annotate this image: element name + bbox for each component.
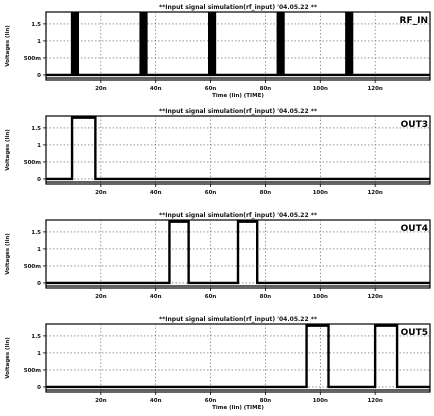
x-tick-label: 100n	[313, 86, 328, 92]
y-tick-label: 0	[37, 281, 41, 287]
y-tick-label: 1	[37, 247, 41, 253]
x-tick-label: 60n	[205, 294, 217, 300]
y-axis-label: Voltages (lin)	[5, 337, 11, 379]
y-tick-label: 1.5	[31, 126, 41, 132]
x-axis-label: Time (lin) (TIME)	[212, 405, 264, 411]
series-line-out5	[46, 324, 430, 389]
x-tick-label: 20n	[95, 86, 107, 92]
chart-title: **Input signal simulation(rf_input) '04.…	[159, 316, 318, 323]
y-tick-label: 0	[37, 177, 41, 183]
series-label: OUT5	[401, 328, 428, 338]
y-tick-label: 500m	[24, 368, 41, 374]
y-tick-label: 1	[37, 351, 41, 357]
series-label: OUT4	[401, 224, 428, 234]
x-tick-label: 20n	[95, 190, 107, 196]
x-tick-label: 40n	[150, 190, 162, 196]
x-tick-label: 80n	[260, 86, 272, 92]
x-tick-label: 100n	[313, 190, 328, 196]
x-tick-label: 40n	[150, 86, 162, 92]
series-label: RF_IN	[400, 16, 428, 26]
x-tick-label: 20n	[95, 398, 107, 404]
chart-panel-2: OUT3 **Input signal simulation(rf_input) …	[5, 108, 431, 196]
y-tick-label: 0	[37, 73, 41, 79]
x-tick-label: 40n	[150, 398, 162, 404]
x-tick-label: 60n	[205, 86, 217, 92]
chart-panel-1: RF_IN **Input signal simulation(rf_input)…	[5, 4, 431, 99]
chart-title: **Input signal simulation(rf_input) '04.…	[159, 212, 318, 219]
series-label: OUT3	[401, 120, 428, 130]
x-tick-label: 80n	[260, 398, 272, 404]
y-tick-label: 1	[37, 143, 41, 149]
plot-frame	[45, 115, 431, 185]
y-tick-label: 1.5	[31, 22, 41, 28]
x-tick-label: 120n	[367, 398, 382, 404]
y-tick-label: 500m	[24, 264, 41, 270]
y-tick-label: 500m	[24, 56, 41, 62]
x-tick-label: 80n	[260, 294, 272, 300]
x-tick-label: 100n	[313, 398, 328, 404]
x-tick-label: 20n	[95, 294, 107, 300]
y-tick-label: 500m	[24, 160, 41, 166]
y-axis-label: Voltages (lin)	[5, 233, 11, 275]
y-tick-label: 1.5	[31, 230, 41, 236]
x-tick-label: 40n	[150, 294, 162, 300]
series-line-out4	[46, 220, 430, 285]
y-axis-label: Voltages (lin)	[5, 25, 11, 67]
x-tick-label: 120n	[367, 294, 382, 300]
x-tick-label: 80n	[260, 190, 272, 196]
chart-title: **Input signal simulation(rf_input) '04.…	[159, 108, 318, 115]
plot-frame	[45, 323, 431, 393]
chart-panel-4: OUT5 **Input signal simulation(rf_input) …	[5, 316, 431, 411]
y-tick-label: 1.5	[31, 334, 41, 340]
x-axis-label: Time (lin) (TIME)	[212, 93, 264, 99]
series-line-out3	[46, 116, 430, 181]
x-tick-label: 60n	[205, 398, 217, 404]
chart-title: **Input signal simulation(rf_input) '04.…	[159, 4, 318, 11]
y-axis-label: Voltages (lin)	[5, 129, 11, 171]
x-tick-label: 100n	[313, 294, 328, 300]
plot-frame	[45, 11, 431, 81]
x-tick-label: 60n	[205, 190, 217, 196]
series-line-rf-in	[46, 12, 430, 77]
y-tick-label: 0	[37, 385, 41, 391]
y-tick-label: 1	[37, 39, 41, 45]
chart-panel-3: OUT4 **Input signal simulation(rf_input) …	[5, 212, 431, 300]
x-tick-label: 120n	[367, 190, 382, 196]
x-tick-label: 120n	[367, 86, 382, 92]
